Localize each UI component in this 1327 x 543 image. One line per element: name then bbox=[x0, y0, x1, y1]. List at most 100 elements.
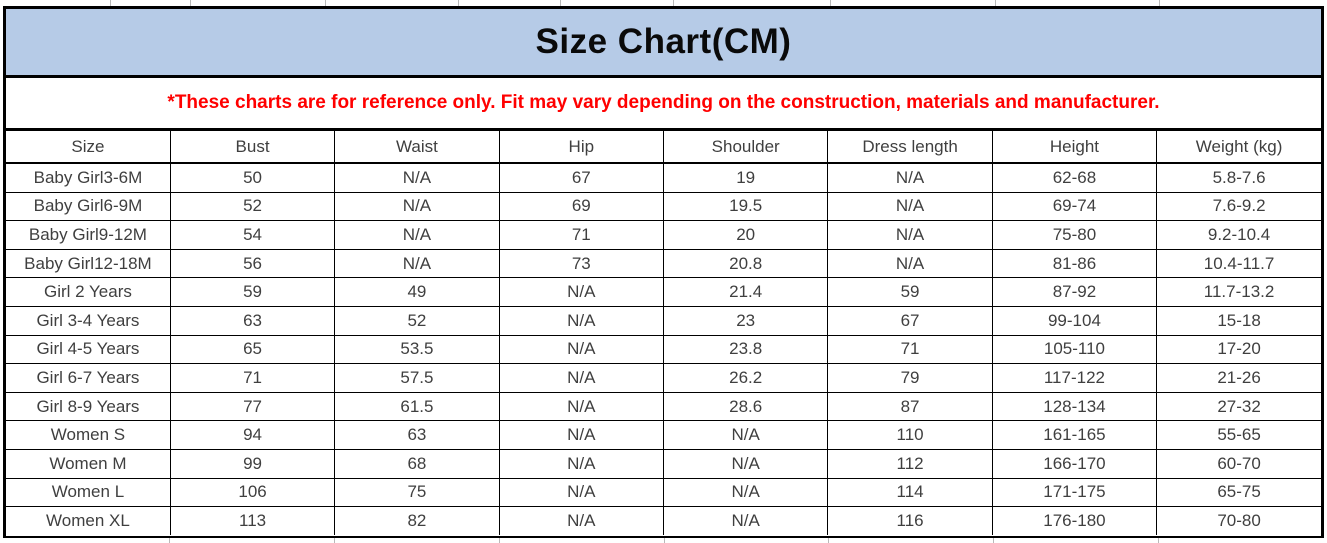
measurement-cell: N/A bbox=[498, 363, 665, 393]
measurement-cell: 77 bbox=[169, 391, 336, 422]
size-label-cell: Baby Girl9-12M bbox=[6, 220, 171, 250]
measurement-cell: 23 bbox=[662, 305, 829, 336]
measurement-cell: N/A bbox=[662, 420, 829, 450]
measurement-cell: 60-70 bbox=[1156, 448, 1321, 479]
measurement-cell: N/A bbox=[498, 391, 665, 422]
measurement-cell: 59 bbox=[169, 277, 336, 307]
size-label-cell: Baby Girl6-9M bbox=[6, 191, 171, 222]
measurement-cell: 65-75 bbox=[1156, 477, 1321, 508]
table-row: Girl 8-9 Years 77 61.5 N/A 28.6 87 128-134 27-3… bbox=[6, 391, 1321, 422]
measurement-cell: 62-68 bbox=[991, 162, 1158, 193]
measurement-cell: N/A bbox=[827, 248, 993, 279]
measurement-cell: N/A bbox=[498, 334, 665, 365]
measurement-cell: 87 bbox=[827, 391, 993, 422]
column-header-weight: Weight (kg) bbox=[1156, 131, 1321, 164]
column-header-size: Size bbox=[6, 131, 171, 164]
measurement-cell: 82 bbox=[334, 506, 500, 535]
measurement-cell: 113 bbox=[169, 506, 336, 535]
measurement-cell: 75-80 bbox=[991, 220, 1158, 250]
table-row: Baby Girl3-6M 50 N/A 67 19 N/A 62-68 5.8-7.6 bbox=[6, 162, 1321, 193]
measurement-cell: N/A bbox=[827, 162, 993, 193]
measurement-cell: 79 bbox=[827, 363, 993, 393]
measurement-cell: 50 bbox=[169, 162, 336, 193]
measurement-cell: N/A bbox=[498, 420, 665, 450]
measurement-cell: 15-18 bbox=[1156, 305, 1321, 336]
table-row: Girl 4-5 Years 65 53.5 N/A 23.8 71 105-110 17-2… bbox=[6, 334, 1321, 365]
measurement-cell: 106 bbox=[169, 477, 336, 508]
measurement-cell: N/A bbox=[662, 506, 829, 535]
measurement-cell: 171-175 bbox=[991, 477, 1158, 508]
size-label-cell: Girl 2 Years bbox=[6, 277, 171, 307]
measurement-cell: 128-134 bbox=[991, 391, 1158, 422]
size-table-body: Baby Girl3-6M 50 N/A 67 19 N/A 62-68 5.8-7.6 Bab… bbox=[6, 162, 1321, 535]
measurement-cell: 21-26 bbox=[1156, 363, 1321, 393]
measurement-cell: 99-104 bbox=[991, 305, 1158, 336]
measurement-cell: 52 bbox=[169, 191, 336, 222]
measurement-cell: N/A bbox=[334, 248, 500, 279]
measurement-cell: 19 bbox=[662, 162, 829, 193]
size-label-cell: Women XL bbox=[6, 506, 171, 535]
measurement-cell: 71 bbox=[498, 220, 665, 250]
column-header-waist: Waist bbox=[334, 131, 500, 164]
size-label-cell: Girl 8-9 Years bbox=[6, 391, 171, 422]
table-row: Baby Girl12-18M 56 N/A 73 20.8 N/A 81-86 10.4-1… bbox=[6, 248, 1321, 279]
column-header-bust: Bust bbox=[169, 131, 336, 164]
size-label-cell: Baby Girl3-6M bbox=[6, 162, 171, 193]
measurement-cell: 116 bbox=[827, 506, 993, 535]
measurement-cell: N/A bbox=[334, 162, 500, 193]
measurement-cell: N/A bbox=[662, 448, 829, 479]
measurement-cell: 5.8-7.6 bbox=[1156, 162, 1321, 193]
title-bar: Size Chart(CM) bbox=[6, 9, 1321, 78]
column-header-height: Height bbox=[991, 131, 1158, 164]
table-row: Girl 6-7 Years 71 57.5 N/A 26.2 79 117-122 21-2… bbox=[6, 363, 1321, 393]
measurement-cell: 114 bbox=[827, 477, 993, 508]
chart-frame: Size Chart(CM) *These charts are for ref… bbox=[3, 6, 1324, 539]
column-header-dress-length: Dress length bbox=[827, 131, 993, 164]
size-table: Size Bust Waist Hip Shoulder Dress lengt… bbox=[6, 131, 1321, 535]
measurement-cell: 57.5 bbox=[334, 363, 500, 393]
size-label-cell: Women L bbox=[6, 477, 171, 508]
disclaimer-text: *These charts are for reference only. Fi… bbox=[167, 92, 1160, 113]
table-row: Women L 106 75 N/A N/A 114 171-175 65-75 bbox=[6, 477, 1321, 508]
measurement-cell: N/A bbox=[498, 277, 665, 307]
measurement-cell: 17-20 bbox=[1156, 334, 1321, 365]
table-row: Women XL 113 82 N/A N/A 116 176-180 70-80 bbox=[6, 506, 1321, 535]
measurement-cell: 110 bbox=[827, 420, 993, 450]
disclaimer-row: *These charts are for reference only. Fi… bbox=[6, 78, 1321, 131]
measurement-cell: 112 bbox=[827, 448, 993, 479]
table-row: Women M 99 68 N/A N/A 112 166-170 60-70 bbox=[6, 448, 1321, 479]
measurement-cell: 23.8 bbox=[662, 334, 829, 365]
measurement-cell: 161-165 bbox=[991, 420, 1158, 450]
measurement-cell: 69-74 bbox=[991, 191, 1158, 222]
measurement-cell: 69 bbox=[498, 191, 665, 222]
measurement-cell: 61.5 bbox=[334, 391, 500, 422]
measurement-cell: N/A bbox=[498, 448, 665, 479]
measurement-cell: N/A bbox=[827, 220, 993, 250]
measurement-cell: N/A bbox=[498, 477, 665, 508]
measurement-cell: 94 bbox=[169, 420, 336, 450]
measurement-cell: 117-122 bbox=[991, 363, 1158, 393]
header-row: Size Bust Waist Hip Shoulder Dress lengt… bbox=[6, 131, 1321, 164]
size-table-header: Size Bust Waist Hip Shoulder Dress lengt… bbox=[6, 131, 1321, 164]
measurement-cell: N/A bbox=[662, 477, 829, 508]
measurement-cell: 73 bbox=[498, 248, 665, 279]
measurement-cell: 21.4 bbox=[662, 277, 829, 307]
measurement-cell: 71 bbox=[827, 334, 993, 365]
measurement-cell: 70-80 bbox=[1156, 506, 1321, 535]
measurement-cell: 53.5 bbox=[334, 334, 500, 365]
measurement-cell: 99 bbox=[169, 448, 336, 479]
measurement-cell: 67 bbox=[827, 305, 993, 336]
measurement-cell: 87-92 bbox=[991, 277, 1158, 307]
measurement-cell: N/A bbox=[498, 506, 665, 535]
measurement-cell: 27-32 bbox=[1156, 391, 1321, 422]
measurement-cell: 67 bbox=[498, 162, 665, 193]
measurement-cell: 71 bbox=[169, 363, 336, 393]
size-label-cell: Girl 3-4 Years bbox=[6, 305, 171, 336]
size-label-cell: Girl 4-5 Years bbox=[6, 334, 171, 365]
size-label-cell: Women M bbox=[6, 448, 171, 479]
measurement-cell: 65 bbox=[169, 334, 336, 365]
table-row: Baby Girl6-9M 52 N/A 69 19.5 N/A 69-74 7.6-9.2 bbox=[6, 191, 1321, 222]
measurement-cell: 105-110 bbox=[991, 334, 1158, 365]
size-label-cell: Women S bbox=[6, 420, 171, 450]
